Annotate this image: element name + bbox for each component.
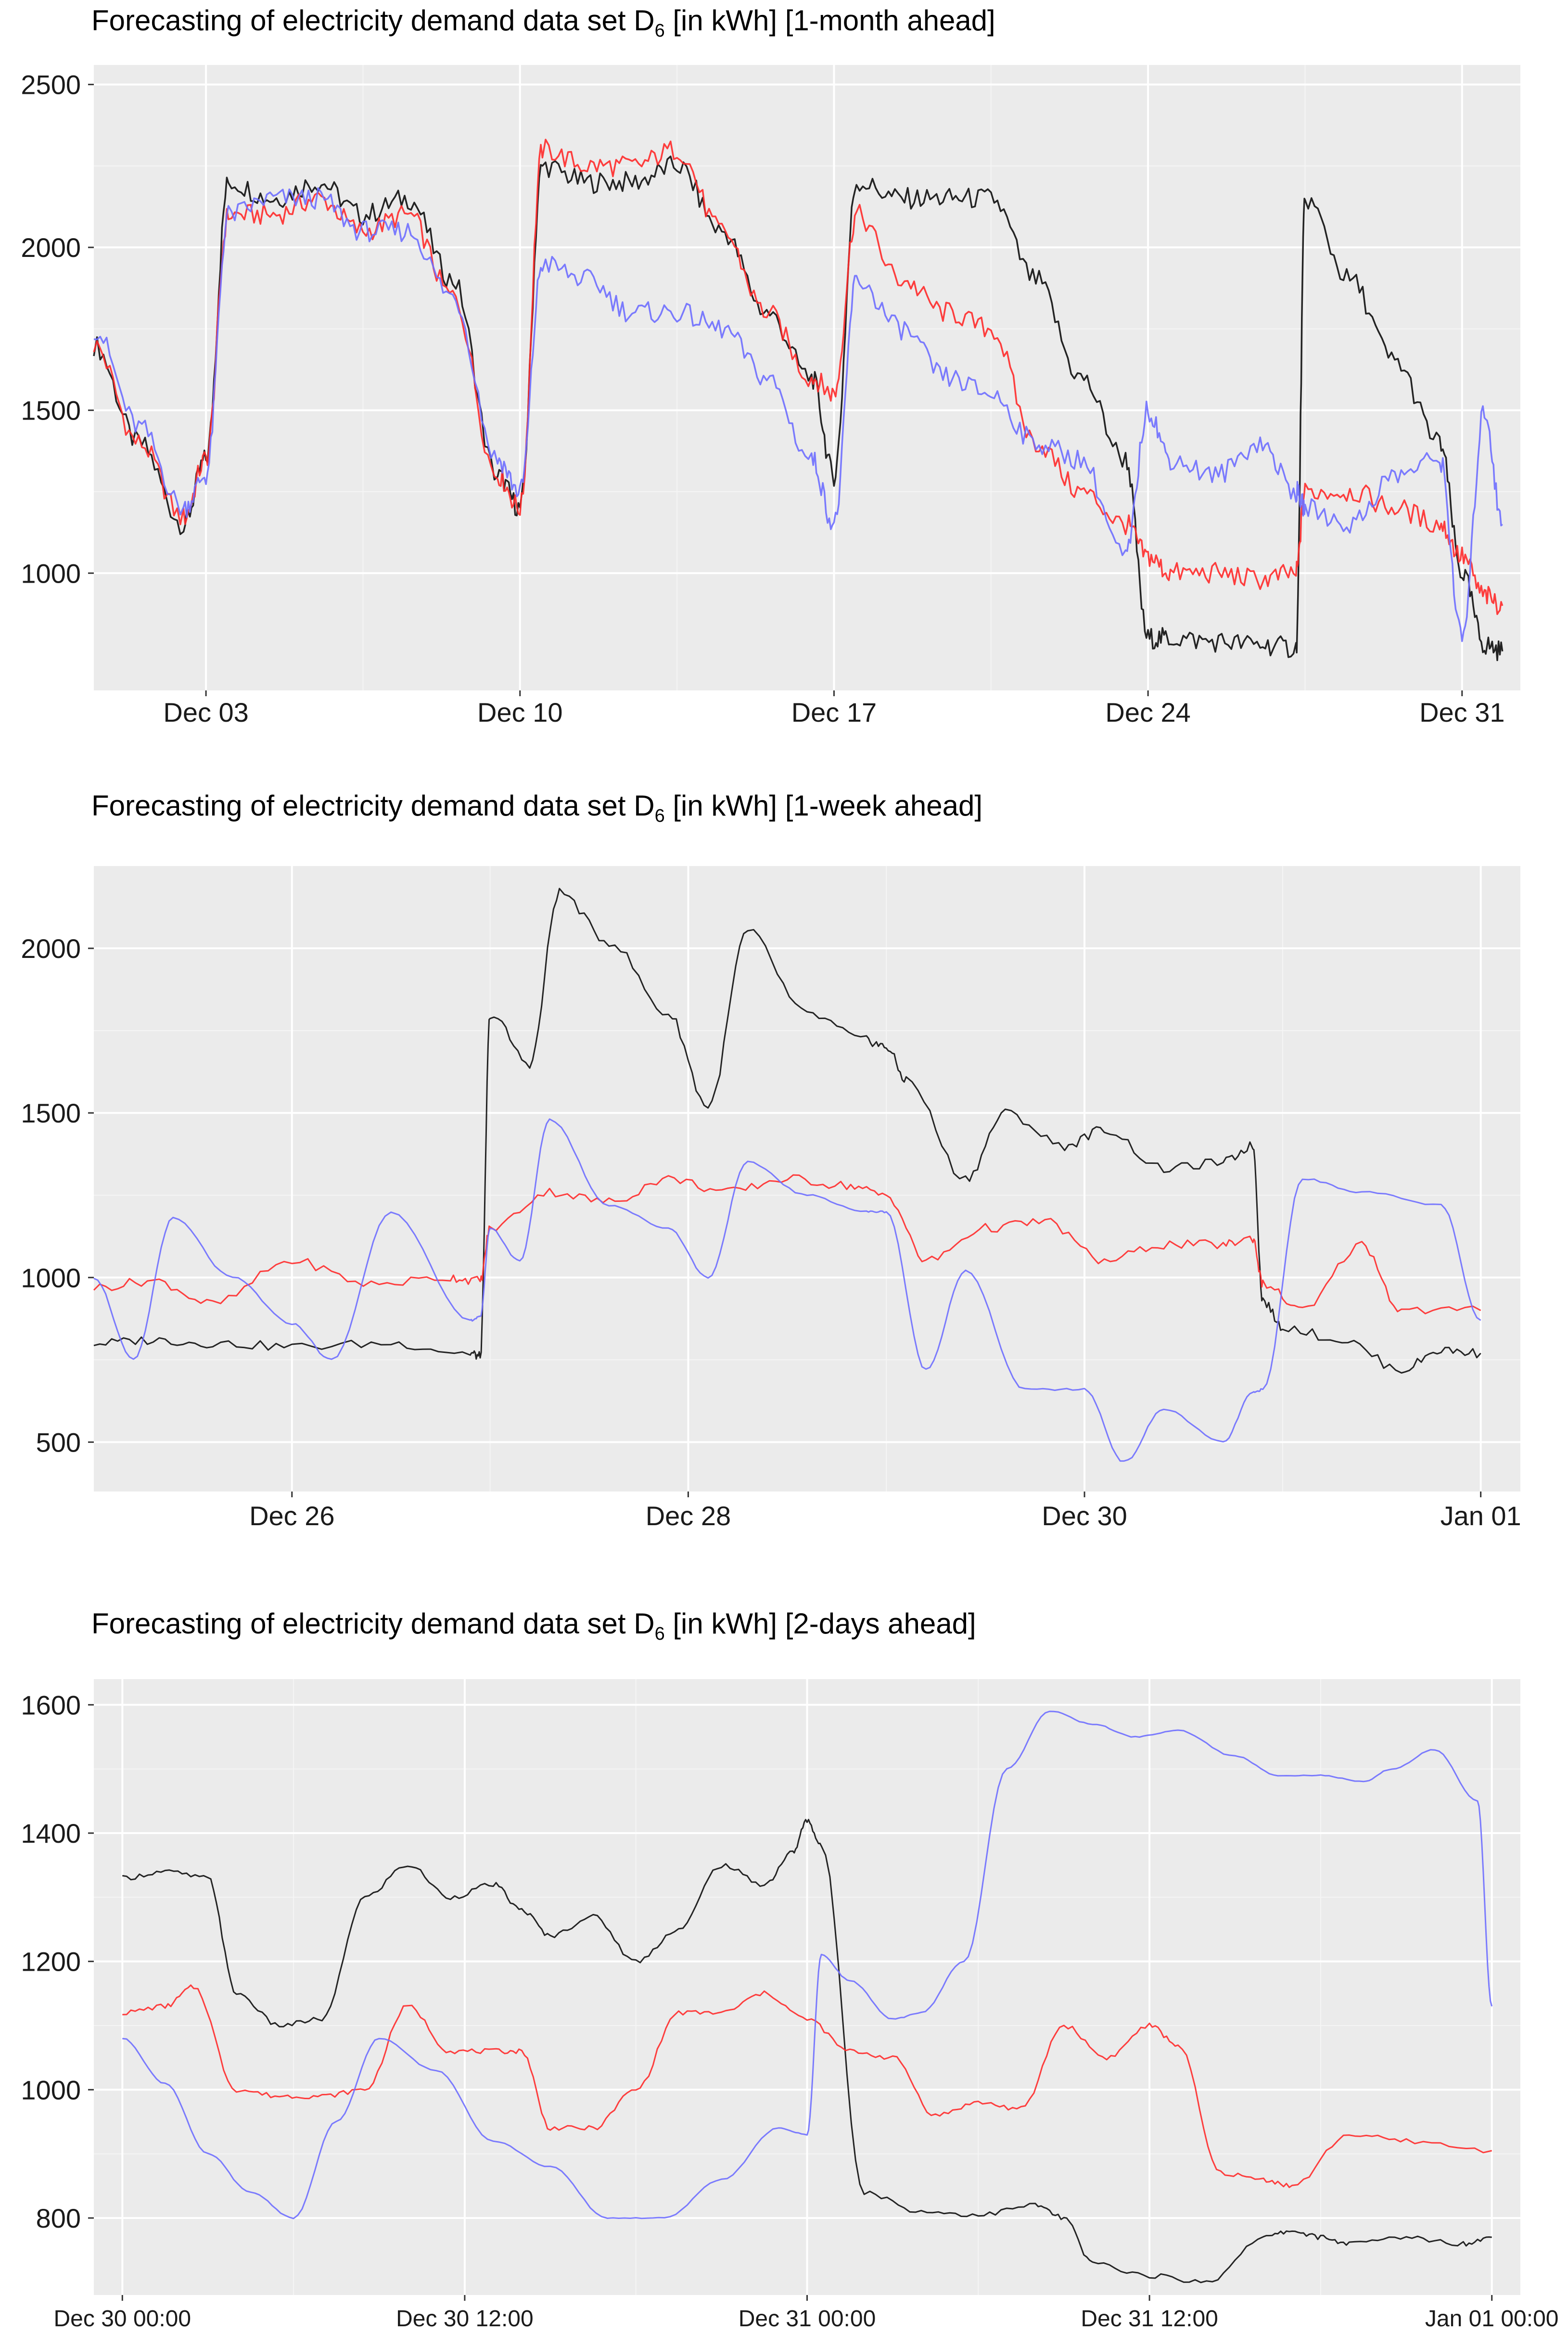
series-line-red (93, 1174, 1481, 1314)
series-line-black (93, 888, 1481, 1374)
chart-panel-2days: Forecasting of electricity demand data s… (0, 1583, 1568, 2333)
y-tick-label: 1000 (21, 2075, 81, 2105)
y-tick-label: 500 (36, 1427, 81, 1457)
plot-background (94, 866, 1520, 1492)
chart-1week: 500 1000 1500 2000 Dec 26 Dec 28 Dec 30 Jan 01 (21, 866, 1521, 1531)
x-tick-label: Jan 01 00:00 (1425, 2306, 1559, 2332)
series-line-black (93, 155, 1504, 662)
y-tick-label: 2500 (21, 70, 81, 100)
chart-panel-1week: Forecasting of electricity demand data s… (0, 779, 1568, 1549)
y-tick-label: 1000 (21, 558, 81, 588)
series-line-red (122, 1984, 1492, 2188)
y-tick-label: 2000 (21, 232, 81, 263)
series-line-blue (122, 1710, 1493, 2219)
chart-title-1week: Forecasting of electricity demand data s… (91, 790, 983, 826)
y-tick-label: 800 (36, 2203, 81, 2233)
y-tick-label: 1500 (21, 395, 81, 426)
chart-1month: 1000 1500 2000 2500 Dec 03 Dec 10 Dec 17 Dec 24… (21, 65, 1520, 727)
x-tick-label: Jan 01 (1441, 1501, 1521, 1531)
x-tick-label: Dec 26 (249, 1501, 334, 1531)
chart-2days: 800 1000 1200 1400 1600 Dec 30 00:00 Dec 30 12… (21, 1679, 1559, 2332)
chart-title-1month: Forecasting of electricity demand data s… (91, 4, 995, 41)
x-tick-label: Dec 30 00:00 (54, 2306, 191, 2332)
x-tick-label: Dec 30 12:00 (396, 2306, 534, 2332)
series-line-black (122, 1819, 1492, 2283)
series-line-blue (93, 1118, 1481, 1462)
chart-panel-1month: Forecasting of electricity demand data s… (0, 0, 1568, 741)
y-tick-label: 2000 (21, 933, 81, 964)
y-tick-label: 1600 (21, 1690, 81, 1720)
series-line-blue (93, 187, 1503, 642)
x-tick-label: Dec 31 00:00 (739, 2306, 876, 2332)
x-tick-label: Dec 24 (1105, 697, 1190, 727)
y-tick-label: 1000 (21, 1262, 81, 1293)
x-tick-label: Dec 10 (477, 697, 562, 727)
x-tick-label: Dec 31 (1419, 697, 1504, 727)
x-tick-label: Dec 30 (1042, 1501, 1127, 1531)
x-tick-label: Dec 28 (646, 1501, 731, 1531)
y-tick-label: 1500 (21, 1098, 81, 1128)
y-tick-label: 1400 (21, 1818, 81, 1849)
y-tick-label: 1200 (21, 1947, 81, 1977)
chart-title-2days: Forecasting of electricity demand data s… (91, 1607, 976, 1644)
x-tick-label: Dec 17 (791, 697, 877, 727)
x-tick-label: Dec 31 12:00 (1081, 2306, 1218, 2332)
x-tick-label: Dec 03 (163, 697, 248, 727)
